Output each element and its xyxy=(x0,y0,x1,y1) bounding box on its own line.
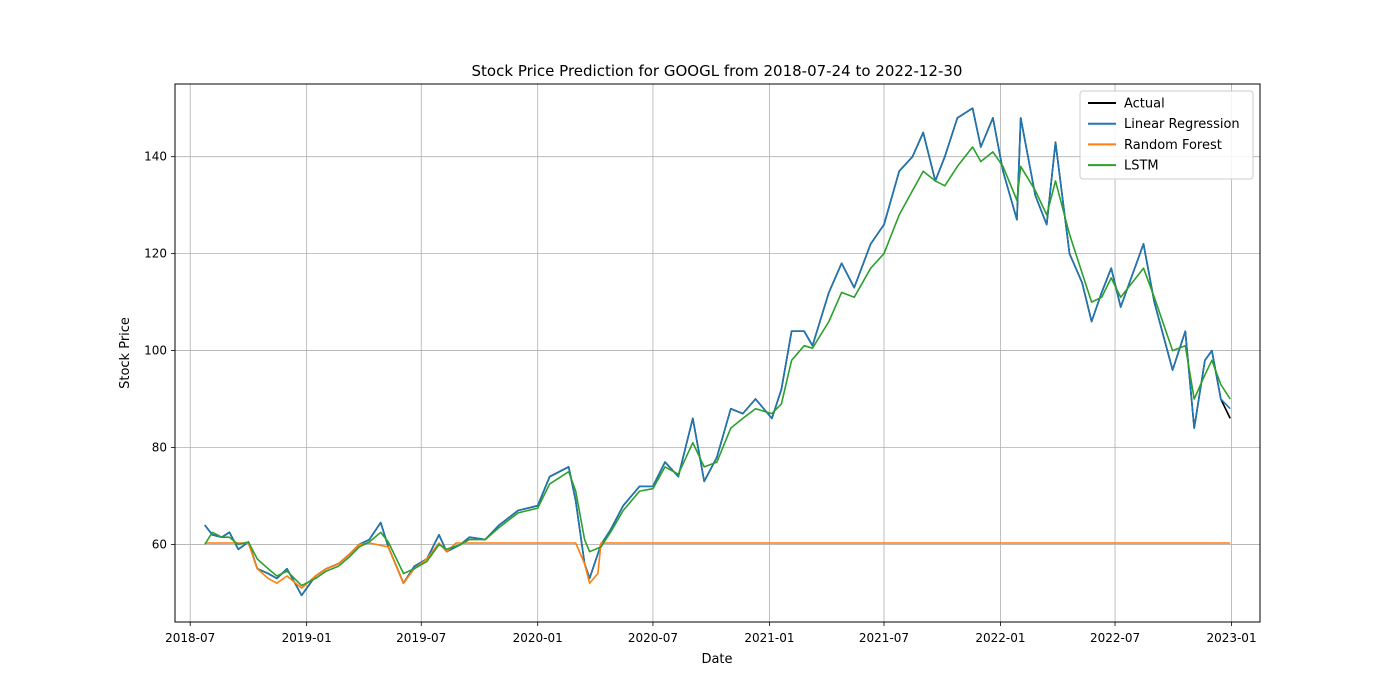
series-line-actual xyxy=(204,107,1231,597)
y-tick-label: 100 xyxy=(144,344,167,358)
series-line-linear-regression xyxy=(204,107,1231,597)
legend-label-actual: Actual xyxy=(1124,97,1165,112)
chart-title: Stock Price Prediction for GOOGL from 20… xyxy=(472,62,963,80)
legend-box xyxy=(1079,90,1254,180)
x-axis-ticks: 2018-07 2019-01 2019-07 2020-01 2020-07 2021-… xyxy=(165,622,1257,645)
x-tick-label: 2022-07 xyxy=(1090,631,1140,645)
plot-frame xyxy=(174,83,1261,623)
legend: Actual Linear Regression Random Forest LSTM xyxy=(1079,90,1254,180)
y-tick-label: 60 xyxy=(152,537,167,551)
x-tick-label: 2021-01 xyxy=(744,631,794,645)
y-axis-ticks: 60 80 100 120 140 xyxy=(144,150,175,551)
y-tick-label: 80 xyxy=(152,441,167,455)
series-line-lstm xyxy=(204,146,1231,587)
grid-lines xyxy=(175,84,1260,622)
x-tick-label: 2020-07 xyxy=(628,631,678,645)
legend-label-linear-regression: Linear Regression xyxy=(1124,117,1240,132)
y-tick-label: 120 xyxy=(144,247,167,261)
y-tick-label: 140 xyxy=(144,150,167,164)
x-tick-label: 2018-07 xyxy=(165,631,215,645)
x-axis-label: Date xyxy=(701,652,732,667)
series-lines xyxy=(204,107,1231,597)
x-tick-label: 2019-01 xyxy=(282,631,332,645)
x-tick-label: 2019-07 xyxy=(396,631,446,645)
legend-label-random-forest: Random Forest xyxy=(1124,138,1222,153)
series-line-random-forest xyxy=(204,542,1231,589)
x-tick-label: 2020-01 xyxy=(513,631,563,645)
x-tick-label: 2022-01 xyxy=(975,631,1025,645)
legend-label-lstm: LSTM xyxy=(1124,159,1159,174)
y-axis-label: Stock Price xyxy=(118,317,133,389)
x-tick-label: 2021-07 xyxy=(859,631,909,645)
x-tick-label: 2023-01 xyxy=(1206,631,1256,645)
